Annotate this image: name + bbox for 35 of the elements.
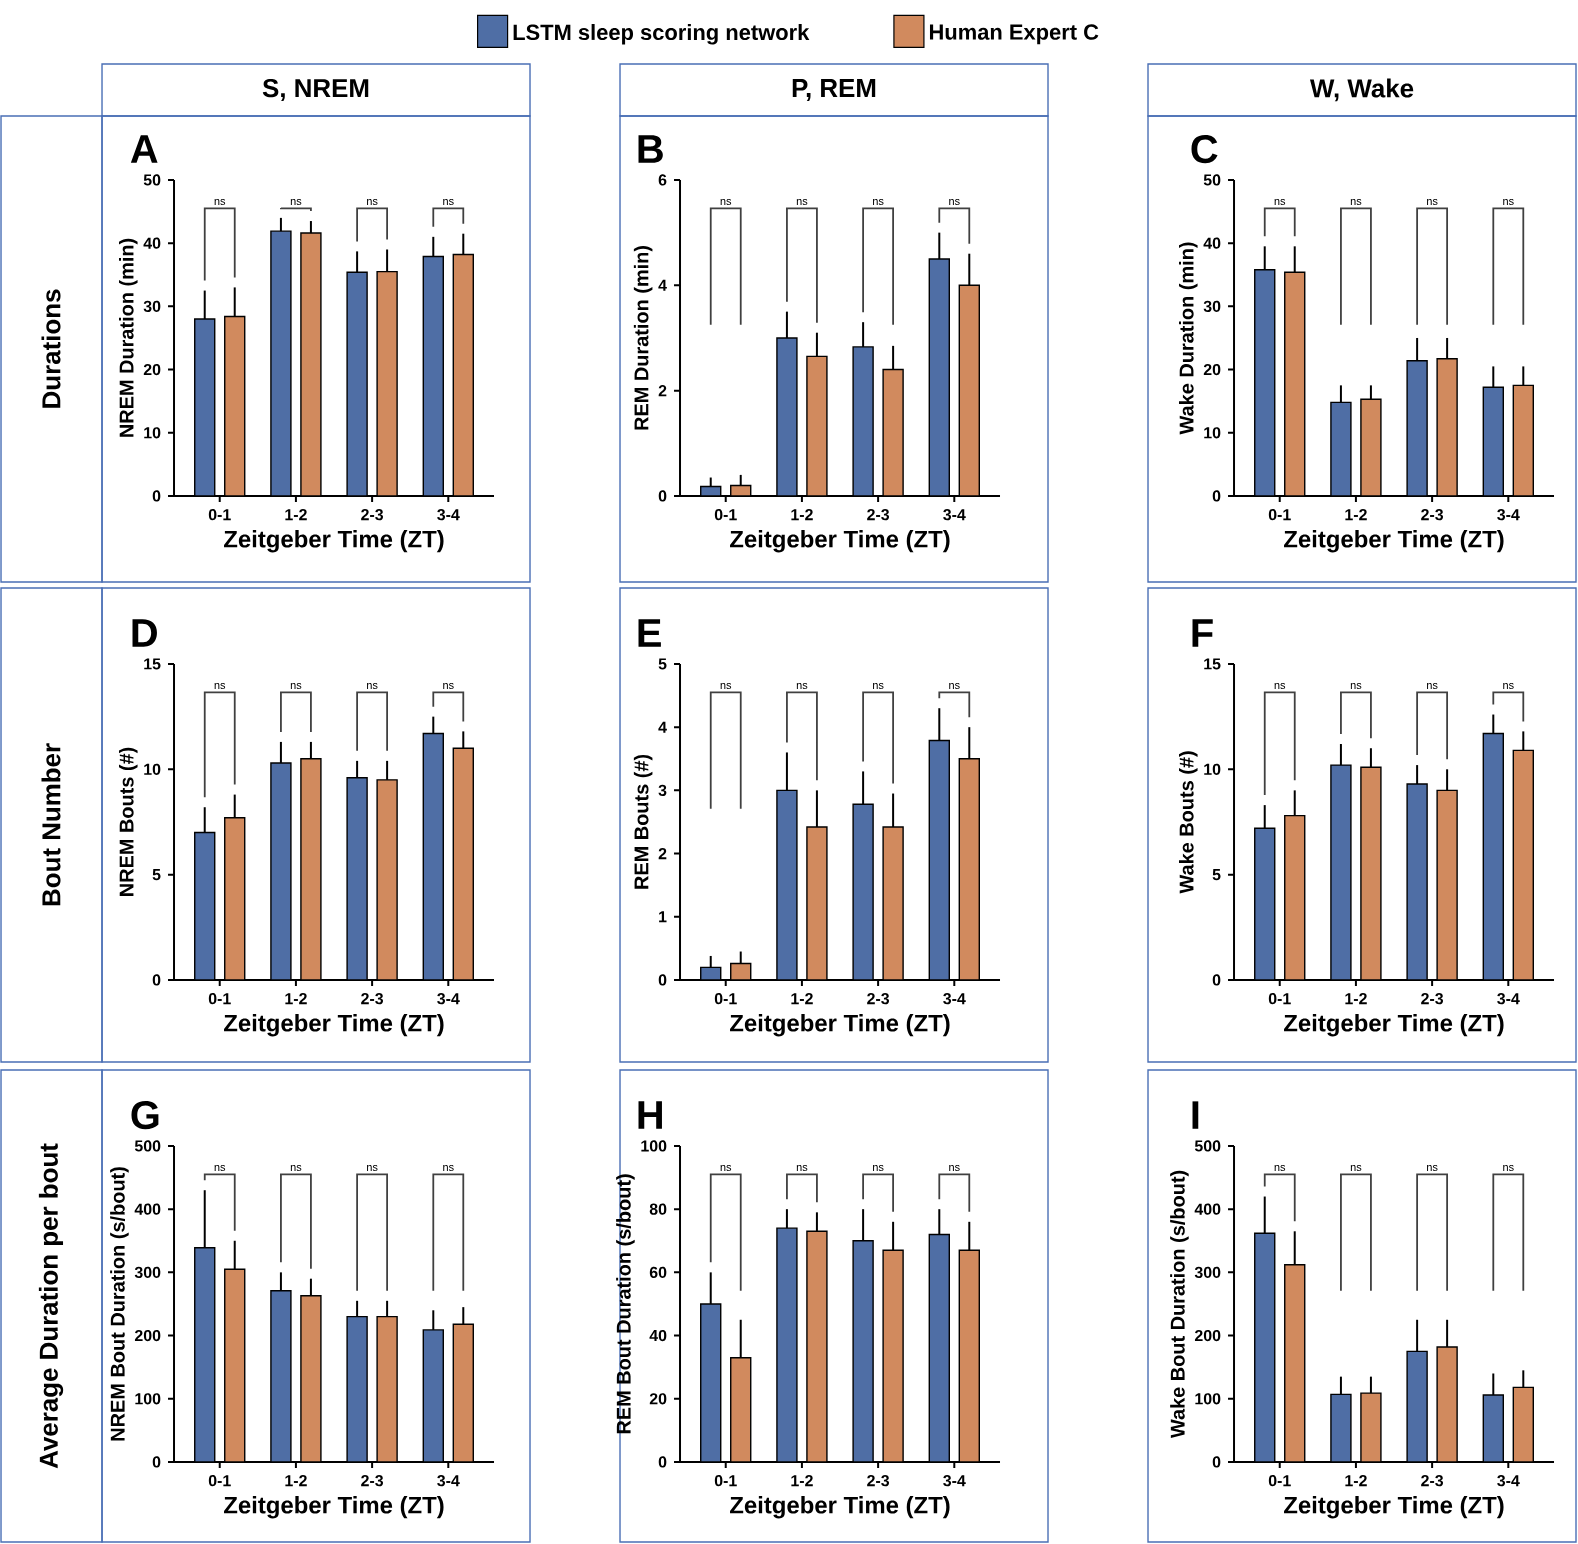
x-axis-title: Zeitgeber Time (ZT) <box>730 530 950 553</box>
chart-title: E <box>638 619 661 647</box>
y-axis-title: NREM Duration (min) <box>118 238 138 437</box>
chart-title: B <box>638 135 663 163</box>
x-axis-title: Zeitgeber Time (ZT) <box>224 1014 444 1037</box>
chart-title: A <box>130 135 158 163</box>
y-axis-title: Wake Bout Duration (s/bout) <box>1170 1170 1189 1439</box>
x-axis-title: Zeitgeber Time (ZT) <box>224 530 444 553</box>
y-axis-title: REM Bout Duration (s/bout) <box>616 1174 635 1434</box>
y-axis-title: NREM Bout Duration (s/bout) <box>110 1167 129 1441</box>
chart-title: D <box>132 619 157 647</box>
text: Durations <box>41 289 61 408</box>
y-axis-title: Wake Duration (min) <box>1179 242 1198 435</box>
x-axis-title: Zeitgeber Time (ZT) <box>1284 1014 1504 1037</box>
legend-label: LSTM sleep scoring network <box>513 24 810 45</box>
chart-title: H <box>638 1101 662 1129</box>
text: Average Duration per bout <box>38 1143 64 1469</box>
x-axis-title: Zeitgeber Time (ZT) <box>1284 1496 1504 1519</box>
y-axis-title: REM Bouts (#) <box>633 754 653 889</box>
text: Bout Number <box>41 743 61 906</box>
y-axis-title: Wake Bouts (#) <box>1179 751 1198 894</box>
chart-title: I <box>1192 1101 1199 1129</box>
x-axis-title: Zeitgeber Time (ZT) <box>1284 530 1504 553</box>
chart-title: G <box>131 1100 159 1130</box>
chart-title: C <box>1191 134 1218 164</box>
x-axis-title: Zeitgeber Time (ZT) <box>730 1496 950 1519</box>
legend-label: Human Expert C <box>929 24 1099 45</box>
x-axis-title: Zeitgeber Time (ZT) <box>224 1496 444 1519</box>
y-axis-title: NREM Bouts (#) <box>118 747 138 896</box>
chart-subtitle: S, NREM <box>262 78 369 102</box>
chart-subtitle: P, REM <box>792 79 876 101</box>
chart-subtitle: W, Wake <box>1309 78 1414 102</box>
x-axis-title: Zeitgeber Time (ZT) <box>730 1014 950 1037</box>
chart-title: F <box>1192 619 1213 647</box>
y-axis-title: REM Duration (min) <box>633 245 653 430</box>
